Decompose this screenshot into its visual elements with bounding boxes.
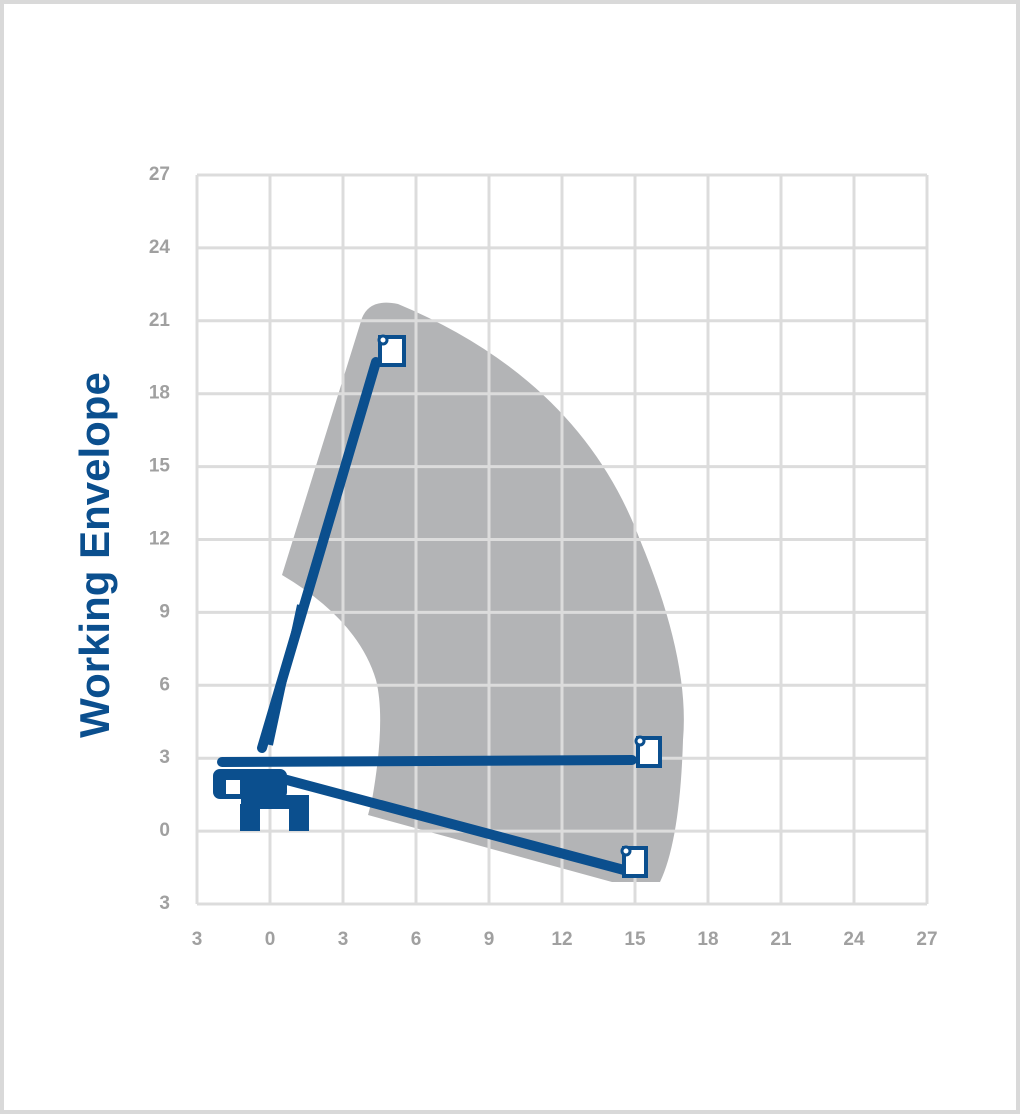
- wheel: [289, 804, 309, 831]
- operator: [620, 845, 632, 857]
- envelope-layer: [282, 302, 684, 883]
- x-tick-label: 27: [916, 929, 937, 950]
- y-tick-label: 3: [159, 893, 170, 914]
- jib: [267, 604, 303, 746]
- x-tick-label: 24: [843, 929, 865, 950]
- mid-boom: [217, 755, 637, 767]
- working-envelope: [282, 302, 684, 883]
- operator: [377, 334, 389, 346]
- y-tick-label: 21: [149, 310, 171, 331]
- chart-title: Working Envelope: [71, 372, 118, 738]
- x-tick-label: 15: [624, 929, 646, 950]
- y-tick-label: 0: [159, 820, 170, 841]
- x-tick-label: 21: [770, 929, 792, 950]
- y-tick-label: 15: [149, 456, 171, 477]
- y-tick-label: 24: [149, 237, 171, 258]
- machine: [213, 334, 662, 878]
- cab-window: [226, 780, 240, 794]
- wheel: [240, 804, 260, 831]
- operator: [634, 735, 646, 747]
- x-tick-label: 12: [551, 929, 572, 950]
- x-tick-label: 0: [265, 929, 276, 950]
- y-tick-label: 27: [149, 164, 170, 185]
- x-tick-label: 3: [192, 929, 203, 950]
- lower-boom: [267, 771, 629, 875]
- chassis: [213, 769, 287, 799]
- x-tick-label: 3: [338, 929, 349, 950]
- y-tick-label: 3: [159, 747, 170, 768]
- y-tick-label: 6: [159, 674, 170, 695]
- y-tick-label: 12: [149, 529, 170, 550]
- x-tick-label: 6: [411, 929, 422, 950]
- x-tick-label: 9: [484, 929, 495, 950]
- y-tick-label: 18: [149, 383, 170, 404]
- x-tick-label: 18: [697, 929, 718, 950]
- y-tick-label: 9: [159, 601, 170, 622]
